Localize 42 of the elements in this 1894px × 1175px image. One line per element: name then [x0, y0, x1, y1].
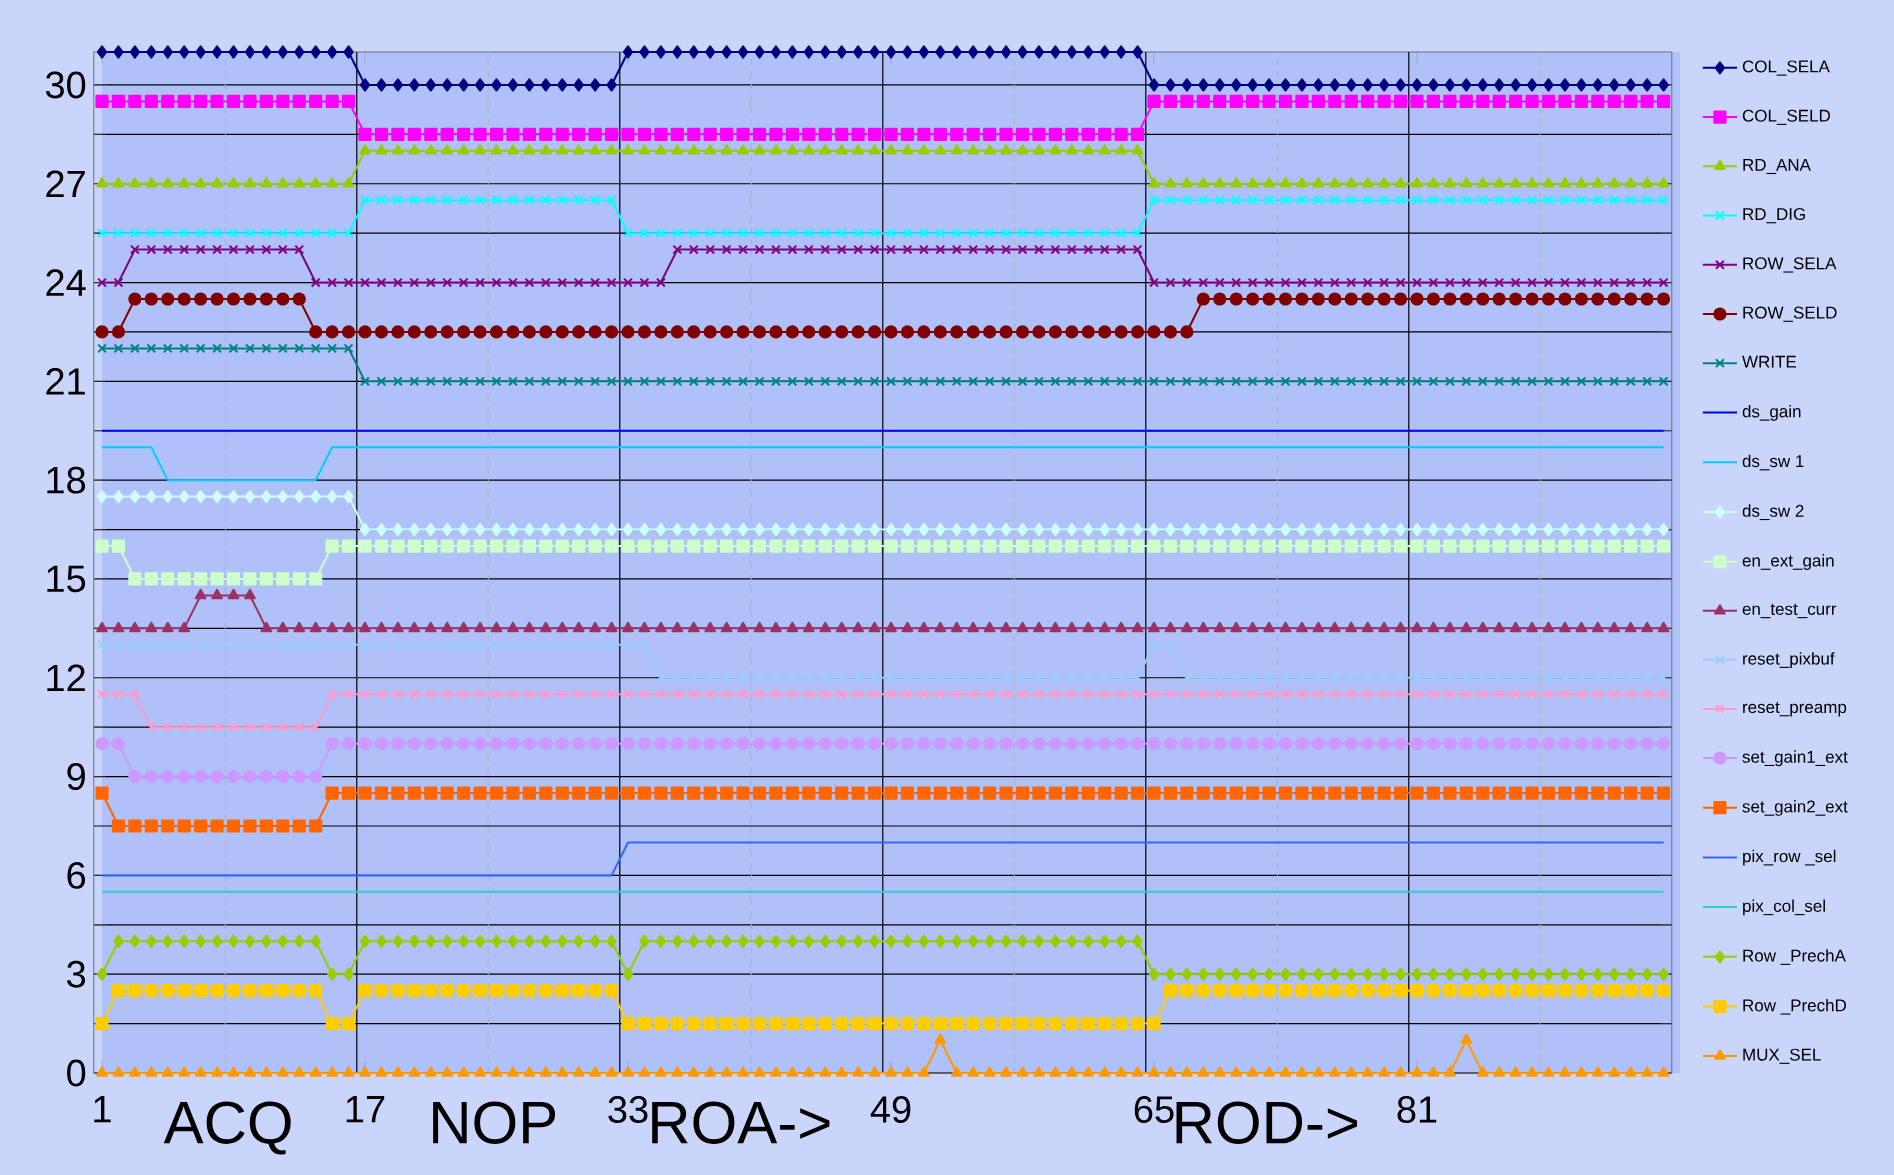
y-tick-label: 15 — [47, 565, 86, 593]
text: ROD-> — [1176, 1101, 1358, 1144]
legend-label: WRITE — [1742, 355, 1797, 368]
x-tick-label: 49 — [870, 1096, 911, 1123]
legend-label: ds_gain — [1742, 404, 1801, 421]
x-tick-label: 81 — [1397, 1096, 1437, 1123]
legend-label: Row _PrechA — [1743, 949, 1846, 965]
legend-label: ROW_SELA — [1743, 257, 1837, 273]
y-tick-label: 30 — [45, 71, 86, 99]
legend-label: pix_col_sel — [1743, 899, 1825, 916]
x-tick-label: 17 — [346, 1096, 385, 1123]
legend-label: en_test_curr — [1742, 603, 1837, 619]
x-tick-label: 33 — [608, 1096, 648, 1123]
legend-label: ROW_SELD — [1743, 306, 1837, 322]
legend-label: COL_SELD — [1742, 109, 1830, 125]
y-tick-label: 18 — [47, 466, 86, 494]
y-tick-label: 24 — [46, 269, 86, 296]
y-tick-label: 21 — [46, 368, 85, 395]
legend-label: reset_preamp — [1743, 701, 1847, 717]
legend-label: RD_ANA — [1743, 158, 1811, 175]
legend-label: en_ext_gain — [1742, 554, 1834, 570]
legend-label: set_gain2_ext — [1742, 800, 1848, 816]
y-tick-label: 12 — [47, 664, 85, 692]
y-tick-label: 6 — [67, 861, 86, 889]
y-tick-label: 9 — [67, 763, 85, 791]
text: ACQ — [163, 1101, 291, 1155]
legend-label: ds_sw 2 — [1742, 504, 1804, 521]
y-tick-label: 3 — [67, 960, 86, 988]
y-tick-label: 0 — [67, 1059, 86, 1087]
legend-label: COL_SELA — [1742, 60, 1830, 76]
legend-label: set_gain1_ext — [1742, 750, 1848, 767]
legend-label: pix_row _sel — [1743, 849, 1836, 866]
text: NOP — [433, 1101, 556, 1144]
y-tick-label: 27 — [46, 170, 85, 197]
x-tick-label: 1 — [94, 1096, 111, 1123]
legend-label: RD_DIG — [1743, 208, 1805, 224]
x-tick-label: 65 — [1134, 1096, 1174, 1123]
text: ROA-> — [652, 1101, 830, 1144]
legend-label: ds_sw 1 — [1742, 454, 1804, 471]
legend-label: MUX_SEL — [1743, 1048, 1821, 1064]
legend-label: Row _PrechD — [1743, 998, 1847, 1015]
legend-label: reset_pixbuf — [1743, 652, 1835, 669]
